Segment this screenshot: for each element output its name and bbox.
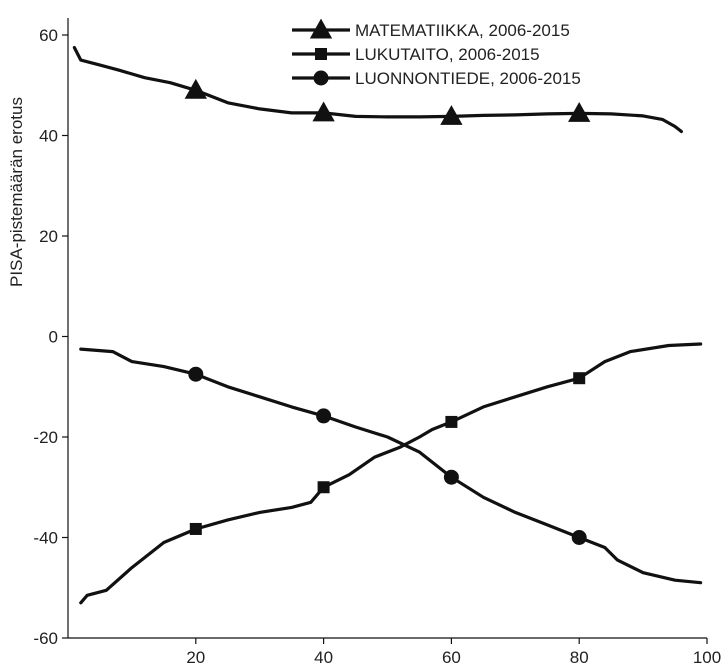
y-axis-title: PISA-pistemäärän erotus [7,97,26,287]
series-triangle [72,46,683,134]
data-point-triangle [568,102,591,122]
y-tick-label: -40 [33,529,58,548]
y-tick-label: -20 [33,428,58,447]
data-point-square [317,481,330,494]
series-layer [72,46,703,605]
data-point-circle [571,530,587,545]
series-square [79,342,703,605]
y-tick-label: -60 [33,629,58,648]
data-point-triangle [440,105,463,125]
legend-label: LUKUTAITO, 2006-2015 [355,45,540,64]
x-tick-label: 60 [442,648,461,667]
data-point-circle [443,469,459,485]
data-point-triangle [312,101,335,122]
legend-item: LUONNONTIEDE, 2006-2015 [292,69,581,88]
x-tick-label: 80 [570,648,589,667]
axes: 60 40 20 0 -20 -40 -60 20 40 60 80 100 [33,18,721,667]
legend-marker-square [315,48,327,60]
data-point-triangle [184,78,207,99]
data-point-square [189,522,202,535]
y-tick-label: 40 [39,127,58,146]
data-point-square [573,372,586,385]
x-tick-label: 40 [314,648,333,667]
legend: MATEMATIIKKA, 2006-2015 LUKUTAITO, 2006-2… [292,18,581,88]
y-tick-label: 60 [39,26,58,45]
legend-label: MATEMATIIKKA, 2006-2015 [355,21,570,40]
legend-label: LUONNONTIEDE, 2006-2015 [355,69,581,88]
data-point-square [445,415,458,428]
series-line [72,46,683,134]
series-line [79,342,703,605]
x-tick-label: 100 [693,648,721,667]
series-circle [79,347,703,585]
series-line [79,347,703,585]
legend-item: LUKUTAITO, 2006-2015 [292,45,540,64]
data-point-circle [316,408,332,424]
y-tick-label: 0 [49,328,58,347]
data-point-circle [188,366,204,382]
y-tick-label: 20 [39,227,58,246]
legend-item: MATEMATIIKKA, 2006-2015 [292,18,570,40]
legend-marker-triangle [309,18,333,39]
legend-marker-circle [313,70,329,86]
x-tick-label: 20 [186,648,205,667]
